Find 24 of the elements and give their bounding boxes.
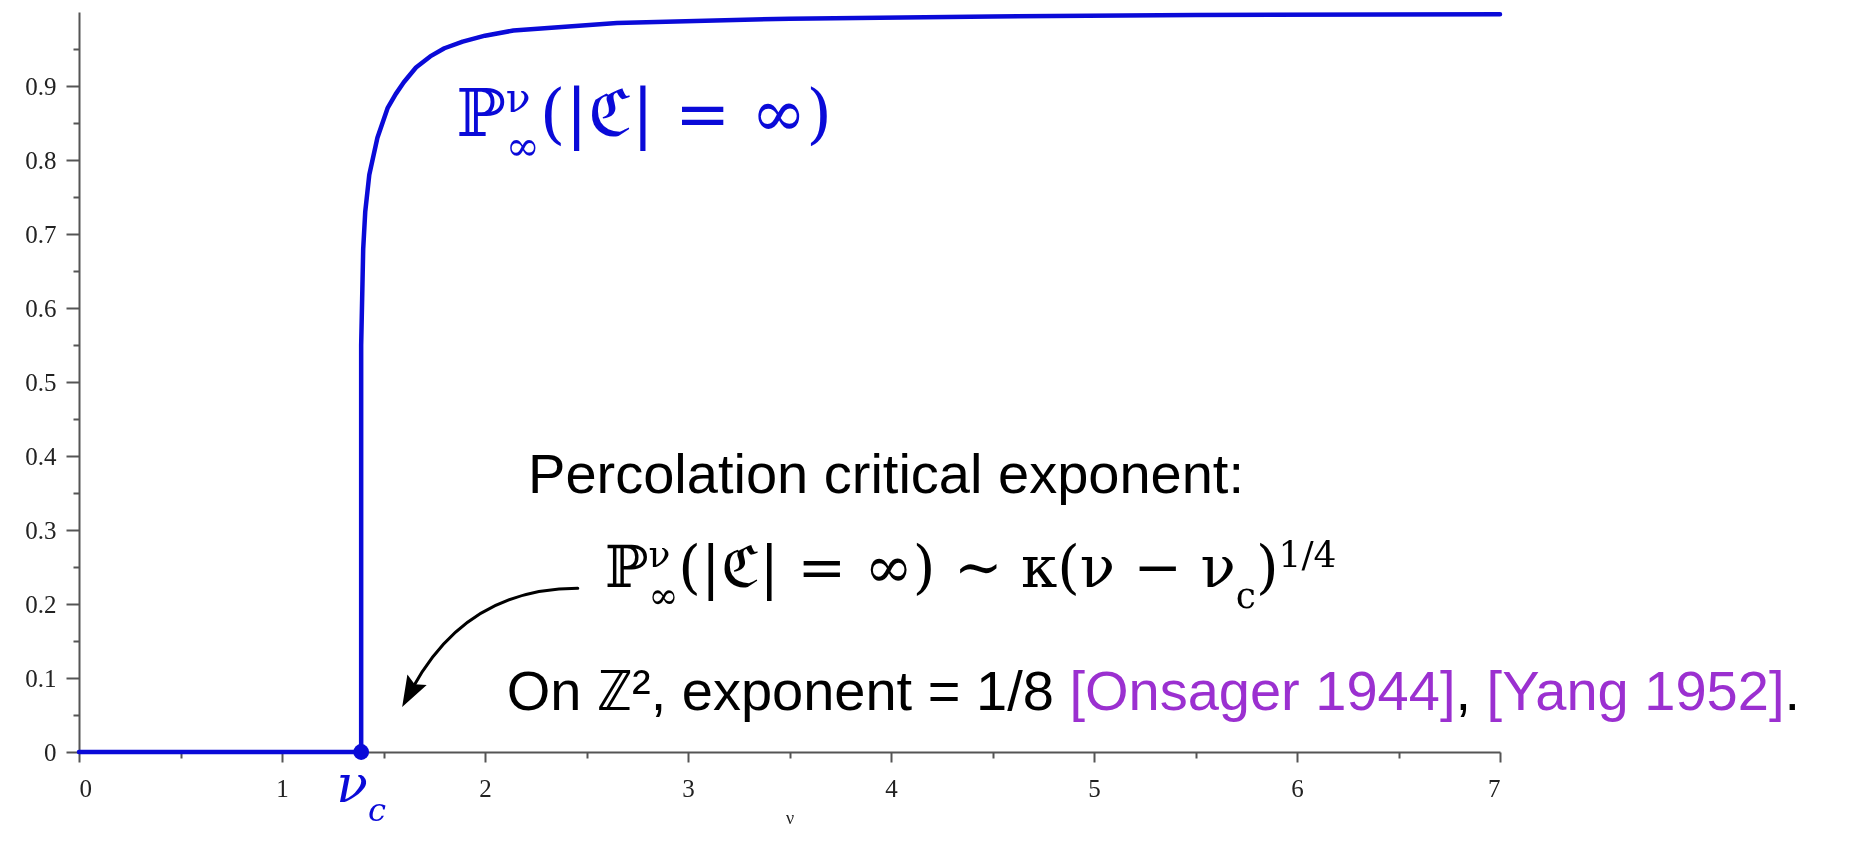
y-tick-label: 0.6 <box>25 294 57 322</box>
y-tick-label: 0.3 <box>25 516 57 544</box>
annotation: ν$_{c}$ <box>336 754 387 829</box>
x-axis-title: ν <box>785 807 795 828</box>
y-tick-label: 0 <box>44 738 57 766</box>
x-tick-label: 0 <box>79 774 92 802</box>
x-tick-label: 6 <box>1291 774 1304 802</box>
y-tick-label: 0.1 <box>25 664 57 692</box>
y-tick-label: 0.8 <box>25 146 57 174</box>
x-tick-label: 3 <box>682 774 695 802</box>
x-tick-label: 4 <box>885 774 899 802</box>
x-tick-label: 7 <box>1488 774 1501 802</box>
x-tick-label: 1 <box>276 774 289 802</box>
y-tick-label: 0.9 <box>25 72 57 100</box>
series-label: ℙ$^{ν}$$_{∞}$(|ℭ| = ∞) <box>456 73 833 170</box>
annotation: Percolation critical exponent: <box>528 442 1244 505</box>
annotation: On ℤ², exponent = 1/8 [Onsager 1944], [Yang 1952]. <box>506 658 1801 722</box>
y-tick-label: 0.2 <box>25 590 57 618</box>
annotation: ℙ$^{ν}$$_{∞}$(|ℭ| = ∞) ∼ κ(ν − ν$_{c}$)$^{1/4}$ <box>604 532 1337 616</box>
x-tick-label: 5 <box>1088 774 1101 802</box>
x-tick-label: 2 <box>479 774 492 802</box>
y-tick-label: 0.4 <box>25 442 57 470</box>
y-tick-label: 0.5 <box>25 368 57 396</box>
y-tick-label: 0.7 <box>25 220 57 248</box>
